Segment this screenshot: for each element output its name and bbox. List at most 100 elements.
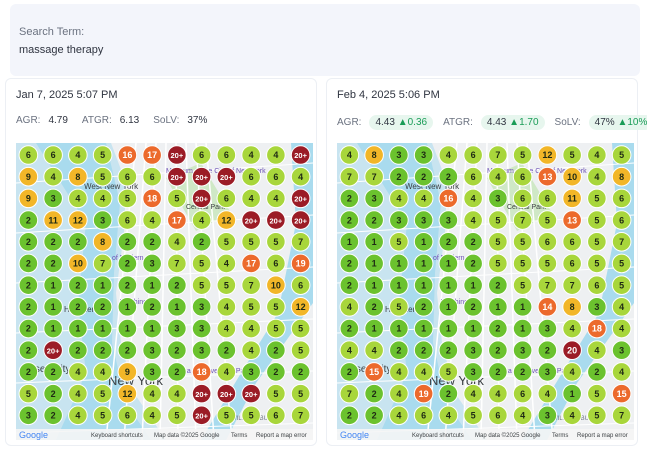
rank-pin[interactable]: 2 [339, 253, 360, 274]
rank-pin[interactable]: 5 [191, 253, 212, 274]
rank-pin[interactable]: 18 [191, 362, 212, 382]
rank-pin[interactable]: 6 [611, 188, 632, 209]
rank-pin[interactable]: 1 [438, 318, 459, 339]
rank-pin[interactable]: 5 [216, 405, 237, 426]
rank-pin[interactable]: 6 [512, 188, 533, 209]
rank-pin[interactable]: 1 [438, 275, 459, 295]
rank-pin[interactable]: 2 [117, 275, 138, 295]
rank-pin[interactable]: 19 [290, 253, 311, 274]
terms-link[interactable]: Terms [231, 433, 247, 439]
rank-pin[interactable]: 6 [216, 145, 237, 165]
rank-pin[interactable]: 5 [562, 145, 582, 165]
rank-pin[interactable]: 5 [587, 210, 607, 230]
rank-pin[interactable]: 17 [241, 253, 261, 274]
rank-pin[interactable]: 2 [68, 340, 88, 361]
rank-pin[interactable]: 6 [512, 166, 533, 187]
rank-pin[interactable]: 8 [562, 297, 582, 317]
rank-pin[interactable]: 1 [364, 253, 384, 274]
rank-pin[interactable]: 1 [413, 318, 434, 339]
rank-pin[interactable]: 5 [389, 231, 409, 252]
rank-pin[interactable]: 9 [18, 188, 39, 209]
rank-pin[interactable]: 2 [18, 275, 39, 295]
rank-pin[interactable]: 11 [43, 210, 63, 230]
rank-pin[interactable]: 3 [488, 188, 508, 209]
rank-pin[interactable]: 1 [413, 231, 434, 252]
rank-pin[interactable]: 2 [339, 362, 360, 382]
rank-pin[interactable]: 7 [241, 275, 261, 295]
rank-pin[interactable]: 5 [290, 318, 311, 339]
rank-pin[interactable]: 5 [512, 275, 533, 295]
rank-pin[interactable]: 2 [339, 275, 360, 295]
rank-pin[interactable]: 3 [241, 362, 261, 382]
rank-pin[interactable]: 4 [611, 318, 632, 339]
rank-pin[interactable]: 5 [290, 383, 311, 404]
rank-pin[interactable]: 4 [389, 383, 409, 404]
rank-pin[interactable]: 2 [18, 231, 39, 252]
rank-pin[interactable]: 4 [587, 145, 607, 165]
rank-pin[interactable]: 4 [241, 188, 261, 209]
rank-pin[interactable]: 20+ [191, 188, 212, 209]
rank-pin[interactable]: 2 [389, 340, 409, 361]
rank-pin[interactable]: 20+ [43, 340, 63, 361]
rank-pin[interactable]: 4 [167, 383, 187, 404]
rank-pin[interactable]: 8 [68, 166, 88, 187]
rank-pin[interactable]: 5 [266, 231, 286, 252]
rank-pin[interactable]: 4 [562, 362, 582, 382]
rank-pin[interactable]: 4 [68, 383, 88, 404]
rank-pin[interactable]: 2 [364, 297, 384, 317]
rank-pin[interactable]: 5 [266, 318, 286, 339]
rank-pin[interactable]: 13 [562, 210, 582, 230]
rank-pin[interactable]: 5 [488, 231, 508, 252]
rank-pin[interactable]: 3 [438, 210, 459, 230]
rank-pin[interactable]: 1 [438, 253, 459, 274]
rank-pin[interactable]: 6 [537, 188, 558, 209]
rank-pin[interactable]: 2 [142, 297, 162, 317]
rank-pin[interactable]: 6 [117, 210, 138, 230]
rank-pin[interactable]: 4 [488, 166, 508, 187]
rank-pin[interactable]: 8 [611, 166, 632, 187]
rank-pin[interactable]: 1 [512, 297, 533, 317]
rank-pin[interactable]: 5 [92, 145, 113, 165]
rank-pin[interactable]: 5 [611, 275, 632, 295]
rank-pin[interactable]: 5 [389, 297, 409, 317]
rank-pin[interactable]: 6 [241, 166, 261, 187]
rank-pin[interactable]: 5 [167, 188, 187, 209]
rank-pin[interactable]: 3 [413, 210, 434, 230]
rank-pin[interactable]: 16 [438, 188, 459, 209]
rank-pin[interactable]: 6 [290, 275, 311, 295]
rank-pin[interactable]: 2 [488, 275, 508, 295]
rank-pin[interactable]: 8 [364, 145, 384, 165]
rank-pin[interactable]: 2 [537, 340, 558, 361]
rank-pin[interactable]: 2 [117, 340, 138, 361]
rank-pin[interactable]: 14 [537, 297, 558, 317]
rank-pin[interactable]: 4 [266, 188, 286, 209]
rank-pin[interactable]: 1 [364, 231, 384, 252]
rank-pin[interactable]: 4 [142, 405, 162, 426]
rank-pin[interactable]: 7 [488, 145, 508, 165]
rank-pin[interactable]: 5 [587, 383, 607, 404]
rank-pin[interactable]: 1 [142, 318, 162, 339]
rank-pin[interactable]: 6 [611, 210, 632, 230]
rank-pin[interactable]: 6 [587, 275, 607, 295]
rank-pin[interactable]: 5 [587, 405, 607, 426]
rank-pin[interactable]: 4 [587, 166, 607, 187]
rank-pin[interactable]: 3 [537, 405, 558, 426]
rank-pin[interactable]: 4 [339, 297, 360, 317]
rank-pin[interactable]: 4 [587, 340, 607, 361]
rank-pin[interactable]: 3 [611, 340, 632, 361]
rank-pin[interactable]: 1 [117, 297, 138, 317]
rank-pin[interactable]: 5 [216, 275, 237, 295]
rank-pin[interactable]: 6 [18, 145, 39, 165]
rank-pin[interactable]: 20+ [216, 383, 237, 404]
rank-pin[interactable]: 1 [364, 275, 384, 295]
rank-pin[interactable]: 4 [512, 405, 533, 426]
rank-pin[interactable]: 2 [43, 231, 63, 252]
rank-pin[interactable]: 2 [339, 318, 360, 339]
rank-pin[interactable]: 9 [18, 166, 39, 187]
rank-pin[interactable]: 5 [290, 340, 311, 361]
rank-pin[interactable]: 2 [18, 340, 39, 361]
rank-pin[interactable]: 6 [117, 405, 138, 426]
rank-pin[interactable]: 13 [537, 166, 558, 187]
rank-pin[interactable]: 4 [266, 145, 286, 165]
rank-pin[interactable]: 2 [290, 362, 311, 382]
